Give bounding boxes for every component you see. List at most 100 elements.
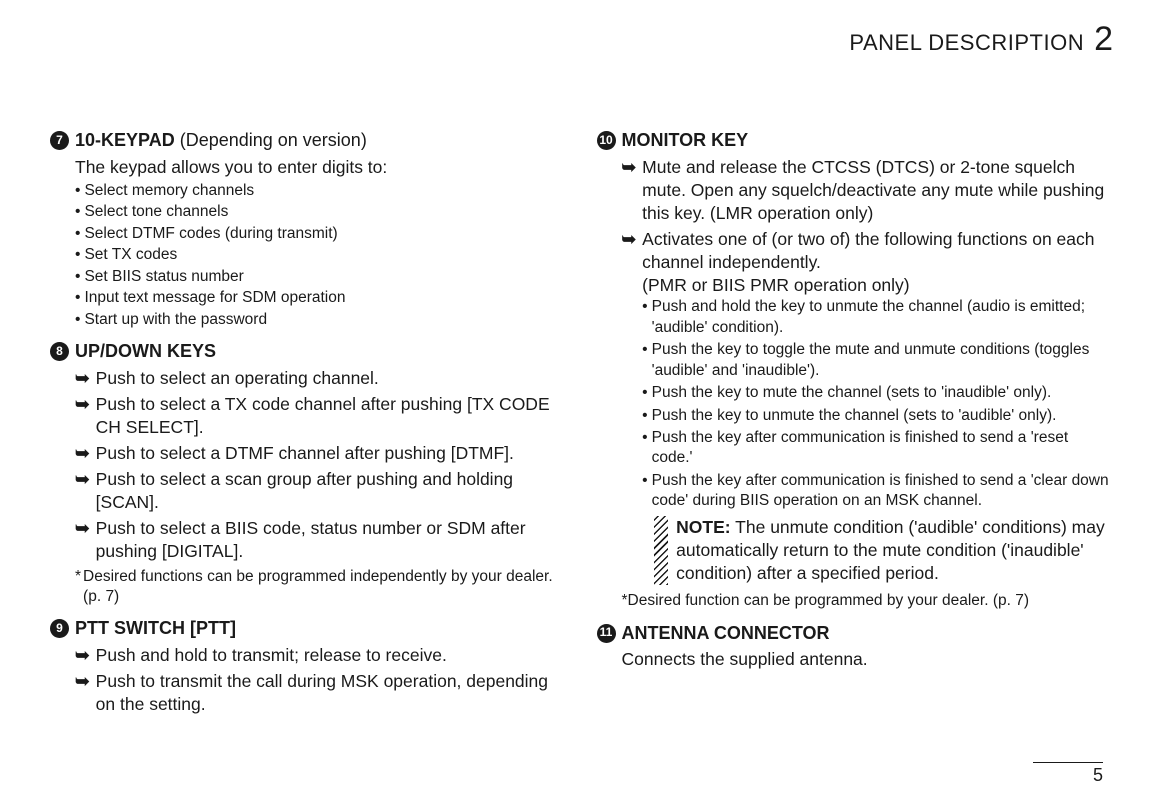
list-item: •Push and hold the key to unmute the cha… <box>642 297 1113 338</box>
item-antenna-connector: 11 ANTENNA CONNECTOR Connects the suppli… <box>597 622 1114 672</box>
page: PANEL DESCRIPTION 2 7 10-KEYPAD (Dependi… <box>0 0 1163 804</box>
list-item: ➥Push to transmit the call during MSK op… <box>75 670 567 716</box>
list-item: •Set BIIS status number <box>75 267 567 287</box>
bullet-text: Push the key after communication is fini… <box>652 428 1113 469</box>
item-title-extra: (Depending on version) <box>175 130 367 150</box>
item-title: MONITOR KEY <box>622 129 749 153</box>
bullet-icon: • <box>642 383 647 403</box>
list-item: ➥Push to select a scan group after pushi… <box>75 468 567 514</box>
note-block: NOTE: The unmute condition ('audible' co… <box>654 516 1113 585</box>
bullet-text: Start up with the password <box>84 310 267 330</box>
item-monitor-key: 10 MONITOR KEY ➥ Mute and release the CT… <box>597 129 1114 612</box>
arrow-text: Push to select a TX code channel after p… <box>96 393 567 439</box>
arrow-text: Push and hold to transmit; release to re… <box>96 644 447 667</box>
item-head: 11 ANTENNA CONNECTOR <box>597 622 1114 646</box>
bullet-icon: • <box>642 340 647 381</box>
arrow-icon: ➥ <box>75 468 90 514</box>
bullet-text: Push the key after communication is fini… <box>652 471 1113 512</box>
list-item: •Push the key after communication is fin… <box>642 428 1113 469</box>
bullet-text: Select memory channels <box>84 181 254 201</box>
bullet-icon: • <box>642 406 647 426</box>
item-head: 10 MONITOR KEY <box>597 129 1114 153</box>
footnote: *Desired function can be programmed by y… <box>622 591 1114 611</box>
arrow-icon: ➥ <box>622 228 637 585</box>
item-lead: Connects the supplied antenna. <box>622 648 1114 671</box>
chapter-number: 2 <box>1094 20 1113 59</box>
arrow-text: Activates one of (or two of) the followi… <box>642 228 1113 274</box>
footnote: *Desired functions can be programmed ind… <box>75 567 567 608</box>
bullet-text: Push and hold the key to unmute the chan… <box>652 297 1113 338</box>
asterisk-icon: * <box>75 567 81 608</box>
list-item: •Select memory channels <box>75 181 567 201</box>
circle-number-icon: 11 <box>597 624 616 643</box>
circle-number-icon: 9 <box>50 619 69 638</box>
list-item: ➥ Activates one of (or two of) the follo… <box>622 228 1114 585</box>
item-10-keypad: 7 10-KEYPAD (Depending on version) The k… <box>50 129 567 330</box>
footnote-text: Desired functions can be programmed inde… <box>83 567 566 608</box>
item-ptt-switch: 9 PTT SWITCH [PTT] ➥ Push and hold to tra… <box>50 617 567 716</box>
item-title: 10-KEYPAD <box>75 130 175 150</box>
note-text: NOTE: The unmute condition ('audible' co… <box>676 516 1113 585</box>
bullet-icon: • <box>75 224 80 244</box>
circle-number-icon: 7 <box>50 131 69 150</box>
item-head: 9 PTT SWITCH [PTT] <box>50 617 567 641</box>
list-item: •Select tone channels <box>75 202 567 222</box>
list-item: •Set TX codes <box>75 245 567 265</box>
item-head: 8 UP/DOWN KEYS <box>50 340 567 364</box>
list-item: •Input text message for SDM operation <box>75 288 567 308</box>
list-item: ➥Push to select a TX code channel after … <box>75 393 567 439</box>
arrow-list: ➥ Push and hold to transmit; release to r… <box>75 644 567 716</box>
page-number: 5 <box>1033 762 1103 786</box>
list-item: •Start up with the password <box>75 310 567 330</box>
bullet-text: Select tone channels <box>84 202 228 222</box>
bullet-text: Set BIIS status number <box>84 267 243 287</box>
arrow-icon: ➥ <box>622 156 637 225</box>
item-title: PTT SWITCH [PTT] <box>75 617 236 641</box>
list-item: •Select DTMF codes (during transmit) <box>75 224 567 244</box>
list-item: •Push the key to mute the channel (sets … <box>642 383 1113 403</box>
bullet-icon: • <box>75 267 80 287</box>
arrow-text: Push to select a DTMF channel after push… <box>96 442 514 465</box>
arrow-icon: ➥ <box>75 644 90 667</box>
bullet-text: Select DTMF codes (during transmit) <box>84 224 337 244</box>
arrow-icon: ➥ <box>75 393 90 439</box>
arrow-icon: ➥ <box>75 367 90 390</box>
note-body: The unmute condition ('audible' conditio… <box>676 517 1105 583</box>
item-title: ANTENNA CONNECTOR <box>622 622 830 646</box>
arrow-icon: ➥ <box>75 517 90 563</box>
bullet-list: •Select memory channels •Select tone cha… <box>75 181 567 330</box>
list-item: •Push the key to toggle the mute and unm… <box>642 340 1113 381</box>
list-item: •Push the key to unmute the channel (set… <box>642 406 1113 426</box>
item-title-line: 10-KEYPAD (Depending on version) <box>75 129 367 153</box>
list-item: ➥Push to select a BIIS code, status numb… <box>75 517 567 563</box>
item-title: UP/DOWN KEYS <box>75 340 216 364</box>
bullet-icon: • <box>75 181 80 201</box>
arrow-text: Push to select an operating channel. <box>96 367 379 390</box>
arrow-text: Push to select a BIIS code, status numbe… <box>96 517 567 563</box>
bullet-icon: • <box>75 202 80 222</box>
nested-bullet-list: •Push and hold the key to unmute the cha… <box>642 297 1113 512</box>
bullet-icon: • <box>642 471 647 512</box>
header-title: PANEL DESCRIPTION <box>849 30 1084 56</box>
bullet-icon: • <box>75 310 80 330</box>
list-item: ➥ Mute and release the CTCSS (DTCS) or 2… <box>622 156 1114 225</box>
left-column: 7 10-KEYPAD (Depending on version) The k… <box>50 129 567 726</box>
circle-number-icon: 10 <box>597 131 616 150</box>
arrow-icon: ➥ <box>75 442 90 465</box>
right-column: 10 MONITOR KEY ➥ Mute and release the CT… <box>597 129 1114 726</box>
content-columns: 7 10-KEYPAD (Depending on version) The k… <box>50 129 1113 726</box>
item-lead: The keypad allows you to enter digits to… <box>75 156 567 179</box>
list-item: ➥ Push to select a DTMF channel after pus… <box>75 442 567 465</box>
item-up-down-keys: 8 UP/DOWN KEYS ➥ Push to select an operat… <box>50 340 567 607</box>
arrow-text: Mute and release the CTCSS (DTCS) or 2-t… <box>642 156 1113 225</box>
arrow-text: Push to select a scan group after pushin… <box>96 468 567 514</box>
bullet-icon: • <box>75 288 80 308</box>
hatch-bar-icon <box>654 516 668 585</box>
bullet-text: Set TX codes <box>84 245 177 265</box>
arrow-list: ➥Push to select an operating channel. ➥P… <box>75 367 567 564</box>
item-head: 7 10-KEYPAD (Depending on version) <box>50 129 567 153</box>
arrow-body: Activates one of (or two of) the followi… <box>642 228 1113 585</box>
arrow-list: ➥ Mute and release the CTCSS (DTCS) or 2… <box>622 156 1114 585</box>
bullet-icon: • <box>75 245 80 265</box>
bullet-text: Push the key to toggle the mute and unmu… <box>652 340 1113 381</box>
